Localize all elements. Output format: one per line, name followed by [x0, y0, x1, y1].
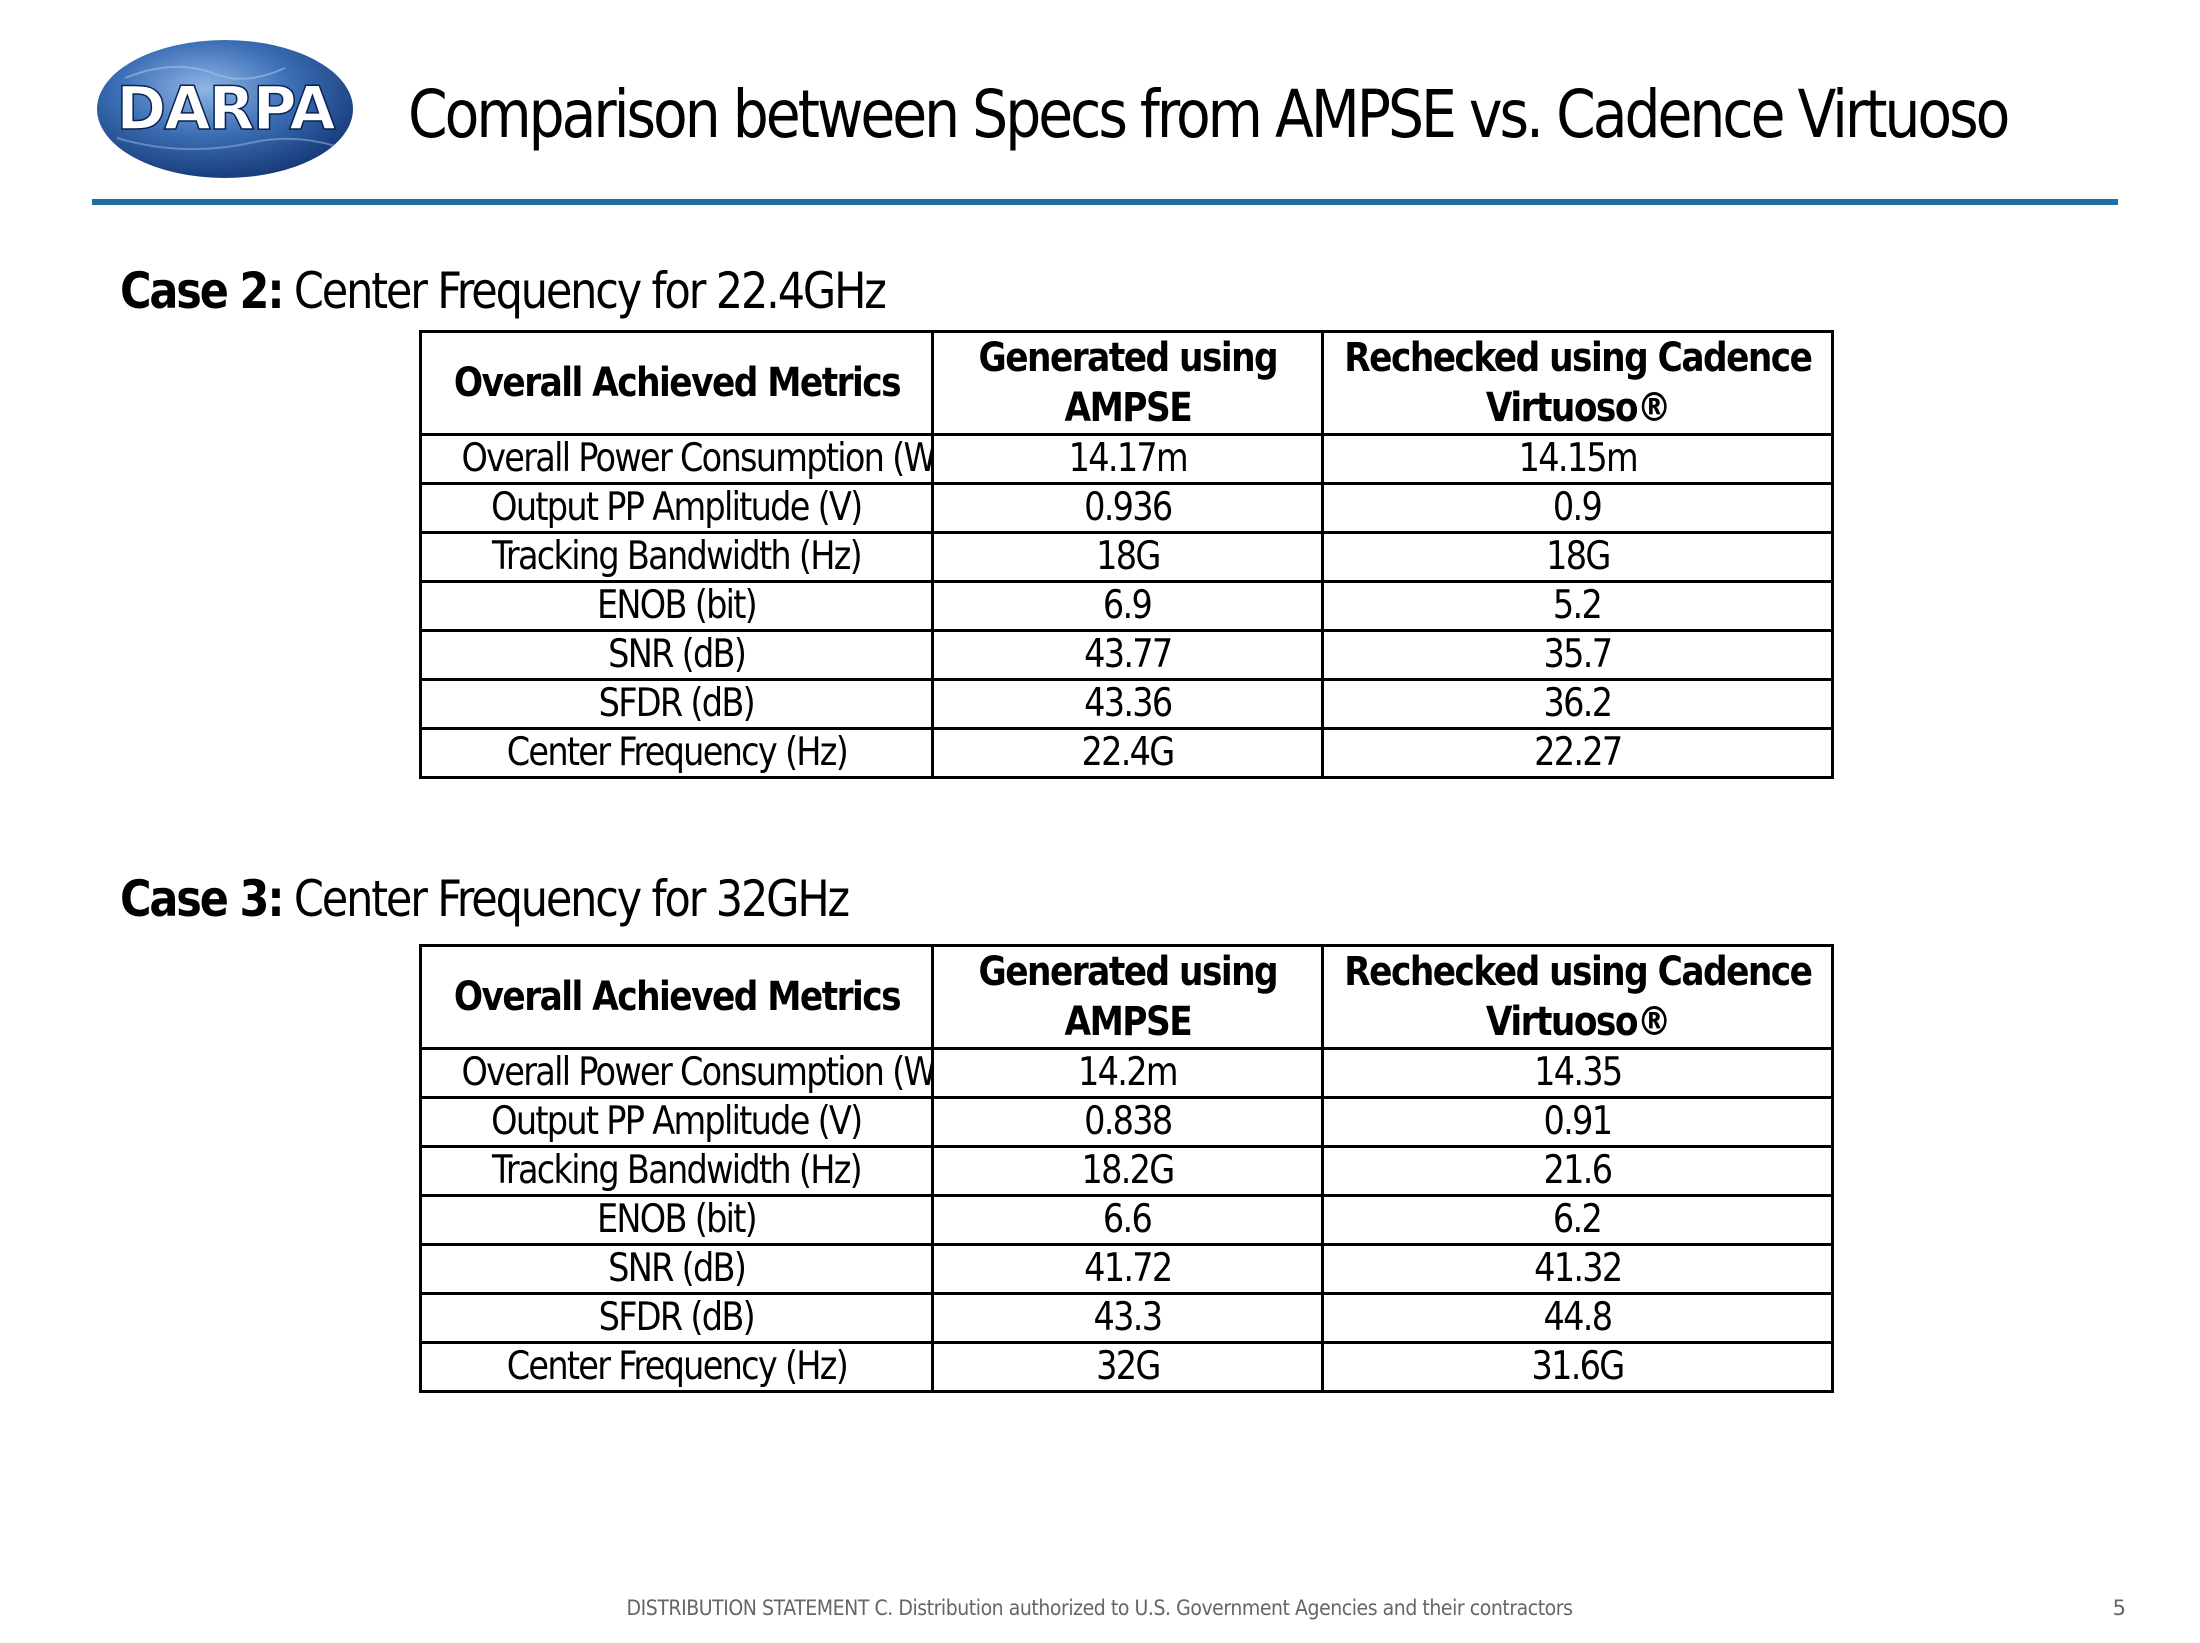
case3-heading: Case 3: Center Frequency for 32GHz	[120, 864, 850, 934]
column-header-ampse: Generated using AMPSE	[931, 944, 1324, 1050]
column-header-virtuoso: Rechecked using Cadence Virtuoso®	[1321, 330, 1834, 436]
table-header-row: Overall Achieved Metrics Generated using…	[419, 330, 1834, 436]
svg-text:DARPA: DARPA	[116, 74, 336, 144]
table-row: Center Frequency (Hz) 22.4G 22.27	[419, 727, 1834, 779]
distribution-statement: DISTRIBUTION STATEMENT C. Distribution a…	[627, 1596, 1573, 1620]
case2-heading: Case 2: Center Frequency for 22.4GHz	[120, 256, 887, 326]
metric-name-cell: Center Frequency (Hz)	[419, 727, 934, 779]
darpa-logo-icon: DARPA	[97, 40, 353, 178]
ampse-value-cell: 43.77	[931, 629, 1324, 681]
table-row: Tracking Bandwidth (Hz) 18G 18G	[419, 531, 1834, 583]
virtuoso-value-cell: 18G	[1321, 531, 1834, 583]
metric-name-cell: Output PP Amplitude (V)	[419, 482, 934, 534]
page-number: 5	[2112, 1596, 2126, 1620]
table-header-row: Overall Achieved Metrics Generated using…	[419, 944, 1834, 1050]
ampse-value-cell: 14.2m	[931, 1047, 1324, 1099]
table-row: Output PP Amplitude (V) 0.936 0.9	[419, 482, 1834, 534]
table-row: ENOB (bit) 6.9 5.2	[419, 580, 1834, 632]
virtuoso-value-cell: 5.2	[1321, 580, 1834, 632]
ampse-value-cell: 43.36	[931, 678, 1324, 730]
ampse-value-cell: 6.6	[931, 1194, 1324, 1246]
virtuoso-value-cell: 35.7	[1321, 629, 1834, 681]
table-row: SNR (dB) 43.77 35.7	[419, 629, 1834, 681]
case2-metrics-table: Overall Achieved Metrics Generated using…	[419, 330, 1834, 779]
virtuoso-value-cell: 44.8	[1321, 1292, 1834, 1344]
case2-description: Center Frequency for 22.4GHz	[293, 262, 887, 320]
ampse-value-cell: 0.838	[931, 1096, 1324, 1148]
ampse-value-cell: 0.936	[931, 482, 1324, 534]
metric-name-cell: Tracking Bandwidth (Hz)	[419, 531, 934, 583]
ampse-value-cell: 18.2G	[931, 1145, 1324, 1197]
table-row: SNR (dB) 41.72 41.32	[419, 1243, 1834, 1295]
virtuoso-value-cell: 36.2	[1321, 678, 1834, 730]
table-row: ENOB (bit) 6.6 6.2	[419, 1194, 1834, 1246]
virtuoso-value-cell: 14.15m	[1321, 433, 1834, 485]
virtuoso-value-cell: 6.2	[1321, 1194, 1834, 1246]
virtuoso-value-cell: 31.6G	[1321, 1341, 1834, 1393]
table-row: Center Frequency (Hz) 32G 31.6G	[419, 1341, 1834, 1393]
case3-description: Center Frequency for 32GHz	[293, 870, 850, 928]
case2-label: Case 2:	[120, 262, 285, 320]
metric-name-cell: Overall Power Consumption (W)	[419, 1047, 934, 1099]
metric-name-cell: Overall Power Consumption (W)	[419, 433, 934, 485]
metric-name-cell: SFDR (dB)	[419, 1292, 934, 1344]
ampse-value-cell: 18G	[931, 531, 1324, 583]
virtuoso-value-cell: 0.91	[1321, 1096, 1834, 1148]
metric-name-cell: ENOB (bit)	[419, 580, 934, 632]
ampse-value-cell: 43.3	[931, 1292, 1324, 1344]
virtuoso-value-cell: 0.9	[1321, 482, 1834, 534]
virtuoso-value-cell: 41.32	[1321, 1243, 1834, 1295]
metric-name-cell: Tracking Bandwidth (Hz)	[419, 1145, 934, 1197]
metric-name-cell: SNR (dB)	[419, 629, 934, 681]
column-header-virtuoso: Rechecked using Cadence Virtuoso®	[1321, 944, 1834, 1050]
metric-name-cell: Output PP Amplitude (V)	[419, 1096, 934, 1148]
case3-metrics-table: Overall Achieved Metrics Generated using…	[419, 944, 1834, 1393]
metric-name-cell: SNR (dB)	[419, 1243, 934, 1295]
case3-label: Case 3:	[120, 870, 285, 928]
column-header-ampse: Generated using AMPSE	[931, 330, 1324, 436]
column-header-metric: Overall Achieved Metrics	[419, 330, 934, 436]
darpa-logo: DARPA	[95, 38, 355, 180]
virtuoso-value-cell: 14.35	[1321, 1047, 1834, 1099]
table-row: SFDR (dB) 43.36 36.2	[419, 678, 1834, 730]
metric-name-cell: Center Frequency (Hz)	[419, 1341, 934, 1393]
ampse-value-cell: 14.17m	[931, 433, 1324, 485]
table-row: SFDR (dB) 43.3 44.8	[419, 1292, 1834, 1344]
table-row: Overall Power Consumption (W) 14.2m 14.3…	[419, 1047, 1834, 1099]
metric-name-cell: ENOB (bit)	[419, 1194, 934, 1246]
virtuoso-value-cell: 22.27	[1321, 727, 1834, 779]
ampse-value-cell: 41.72	[931, 1243, 1324, 1295]
ampse-value-cell: 32G	[931, 1341, 1324, 1393]
title-divider	[92, 199, 2118, 205]
table-row: Output PP Amplitude (V) 0.838 0.91	[419, 1096, 1834, 1148]
table-row: Tracking Bandwidth (Hz) 18.2G 21.6	[419, 1145, 1834, 1197]
ampse-value-cell: 6.9	[931, 580, 1324, 632]
ampse-value-cell: 22.4G	[931, 727, 1324, 779]
metric-name-cell: SFDR (dB)	[419, 678, 934, 730]
table-row: Overall Power Consumption (W) 14.17m 14.…	[419, 433, 1834, 485]
page-title: Comparison between Specs from AMPSE vs. …	[408, 76, 2010, 153]
virtuoso-value-cell: 21.6	[1321, 1145, 1834, 1197]
column-header-metric: Overall Achieved Metrics	[419, 944, 934, 1050]
